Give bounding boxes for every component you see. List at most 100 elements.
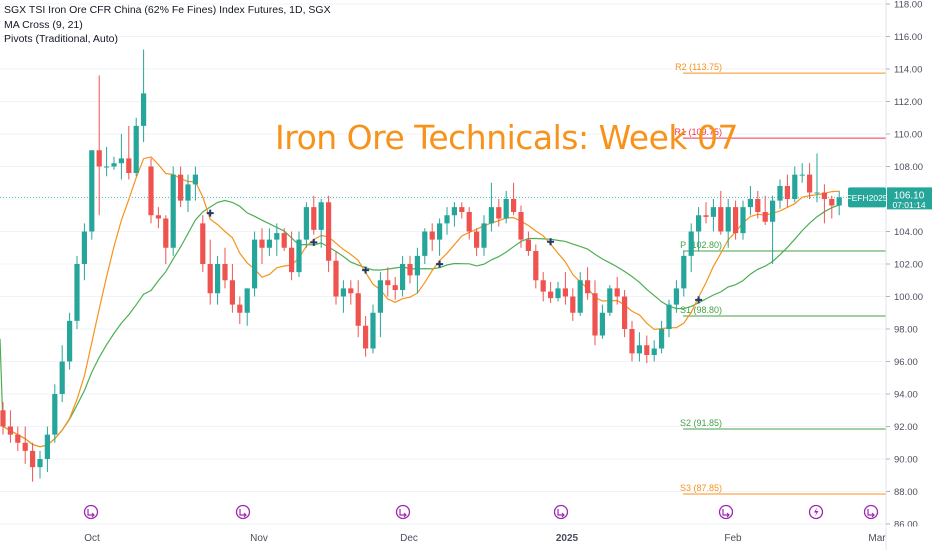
price-tick-label: 90.00: [894, 455, 918, 466]
price-tick-label: 98.00: [894, 325, 918, 336]
flash-event-icon[interactable]: [808, 504, 824, 520]
candle-body: [784, 186, 790, 199]
symbol-title[interactable]: SGX TSI Iron Ore CFR China (62% Fe Fines…: [4, 4, 331, 16]
candle-body: [703, 215, 709, 217]
candle-body: [44, 434, 50, 459]
candle-body: [407, 264, 413, 276]
price-tick-label: 94.00: [894, 390, 918, 401]
candle-body: [518, 212, 524, 240]
candle-body: [459, 207, 465, 212]
candle-body: [67, 320, 73, 362]
candle-body: [244, 288, 250, 313]
candle-body: [237, 304, 243, 313]
event-icon[interactable]: [395, 504, 411, 520]
price-grid: [0, 3, 886, 525]
cross-marker: [206, 209, 214, 217]
candle-body: [400, 264, 406, 290]
chart-legend: SGX TSI Iron Ore CFR China (62% Fe Fines…: [4, 3, 331, 47]
candle-body: [392, 285, 398, 290]
last-price-text: 106.10: [894, 190, 925, 201]
candle-body: [296, 239, 302, 273]
event-glyph: [239, 509, 247, 518]
candle-body: [200, 223, 206, 264]
price-tick-label: 112.00: [894, 97, 922, 108]
candle-body: [429, 231, 435, 240]
candle-body: [52, 394, 58, 435]
candle-body: [799, 174, 805, 176]
pivot-label: P (102.80): [680, 240, 722, 250]
candle-body: [133, 125, 139, 173]
price-tick-label: 114.00: [894, 65, 922, 76]
candle-body: [281, 233, 287, 248]
event-icon[interactable]: [863, 504, 879, 520]
candle-body: [15, 434, 21, 443]
candle-body: [570, 296, 576, 313]
event-icon[interactable]: [553, 504, 569, 520]
event-icon[interactable]: [83, 504, 99, 520]
time-axis-label: Mar: [868, 533, 886, 544]
price-tick-label: 116.00: [894, 32, 922, 43]
symbol-tag: [848, 187, 886, 208]
countdown-text: 07:01:14: [892, 200, 925, 210]
candle-body: [215, 264, 221, 294]
ma-cross-indicator-label[interactable]: MA Cross (9, 21): [4, 18, 83, 31]
candle-body: [444, 215, 450, 224]
candle-body: [555, 288, 561, 299]
price-axis[interactable]: 118.00 116.00 114.00 112.00 110.00 108.00 106.…: [885, 0, 923, 550]
candle-body: [326, 202, 332, 261]
ma-fast-path: [2, 156, 840, 448]
candle-body: [525, 239, 531, 251]
candle-body: [370, 312, 376, 349]
candle-body: [659, 329, 665, 349]
candle-body: [274, 233, 280, 240]
event-icons[interactable]: [83, 504, 879, 520]
candle-body: [622, 296, 628, 329]
candle-body: [289, 247, 295, 273]
event-icon-ring: [553, 504, 569, 520]
event-icon-ring: [863, 504, 879, 520]
candle-body: [792, 174, 798, 199]
event-glyph: [557, 509, 565, 518]
candle-body: [355, 293, 361, 326]
ma-cross-markers: [206, 209, 703, 304]
candle-body: [170, 174, 176, 248]
candle-body: [585, 280, 591, 294]
candle-body: [636, 345, 642, 354]
price-tick-label: 108.00: [894, 162, 923, 173]
pivot-label: S2 (91.85): [680, 418, 722, 428]
time-axis[interactable]: Oct Nov Dec 2025 Feb Mar: [0, 526, 932, 544]
candle-body: [37, 459, 43, 468]
candle-body: [229, 280, 235, 305]
candle-body: [7, 426, 13, 435]
candle-body: [474, 231, 480, 248]
candle-body: [192, 174, 198, 185]
ma-slow-line: [0, 199, 840, 448]
candle-body: [437, 223, 443, 240]
candle-body: [59, 361, 65, 394]
price-tick-label: 86.00: [894, 520, 918, 531]
event-glyph: [87, 509, 95, 518]
candle-body: [22, 442, 28, 451]
candle-body: [503, 199, 509, 219]
event-icon[interactable]: [718, 504, 734, 520]
price-tick-label: 118.00: [894, 0, 922, 11]
candle-body: [666, 304, 672, 329]
time-axis-label: 2025: [556, 533, 579, 544]
price-tick-label: 100.00: [894, 292, 923, 303]
candle-body: [770, 200, 776, 222]
candle-body: [733, 207, 739, 234]
candle-body: [259, 239, 265, 248]
candle-body: [222, 264, 228, 281]
candle-body: [340, 288, 346, 297]
candle-body: [651, 348, 657, 355]
event-icon[interactable]: [235, 504, 251, 520]
pivots-indicator-label[interactable]: Pivots (Traditional, Auto): [4, 33, 118, 45]
price-tick-label: 92.00: [894, 422, 918, 433]
candle-body: [74, 264, 80, 321]
candle-body: [481, 223, 487, 248]
price-tag: [887, 187, 932, 210]
candle-body: [126, 158, 132, 173]
candle-body: [533, 251, 539, 281]
